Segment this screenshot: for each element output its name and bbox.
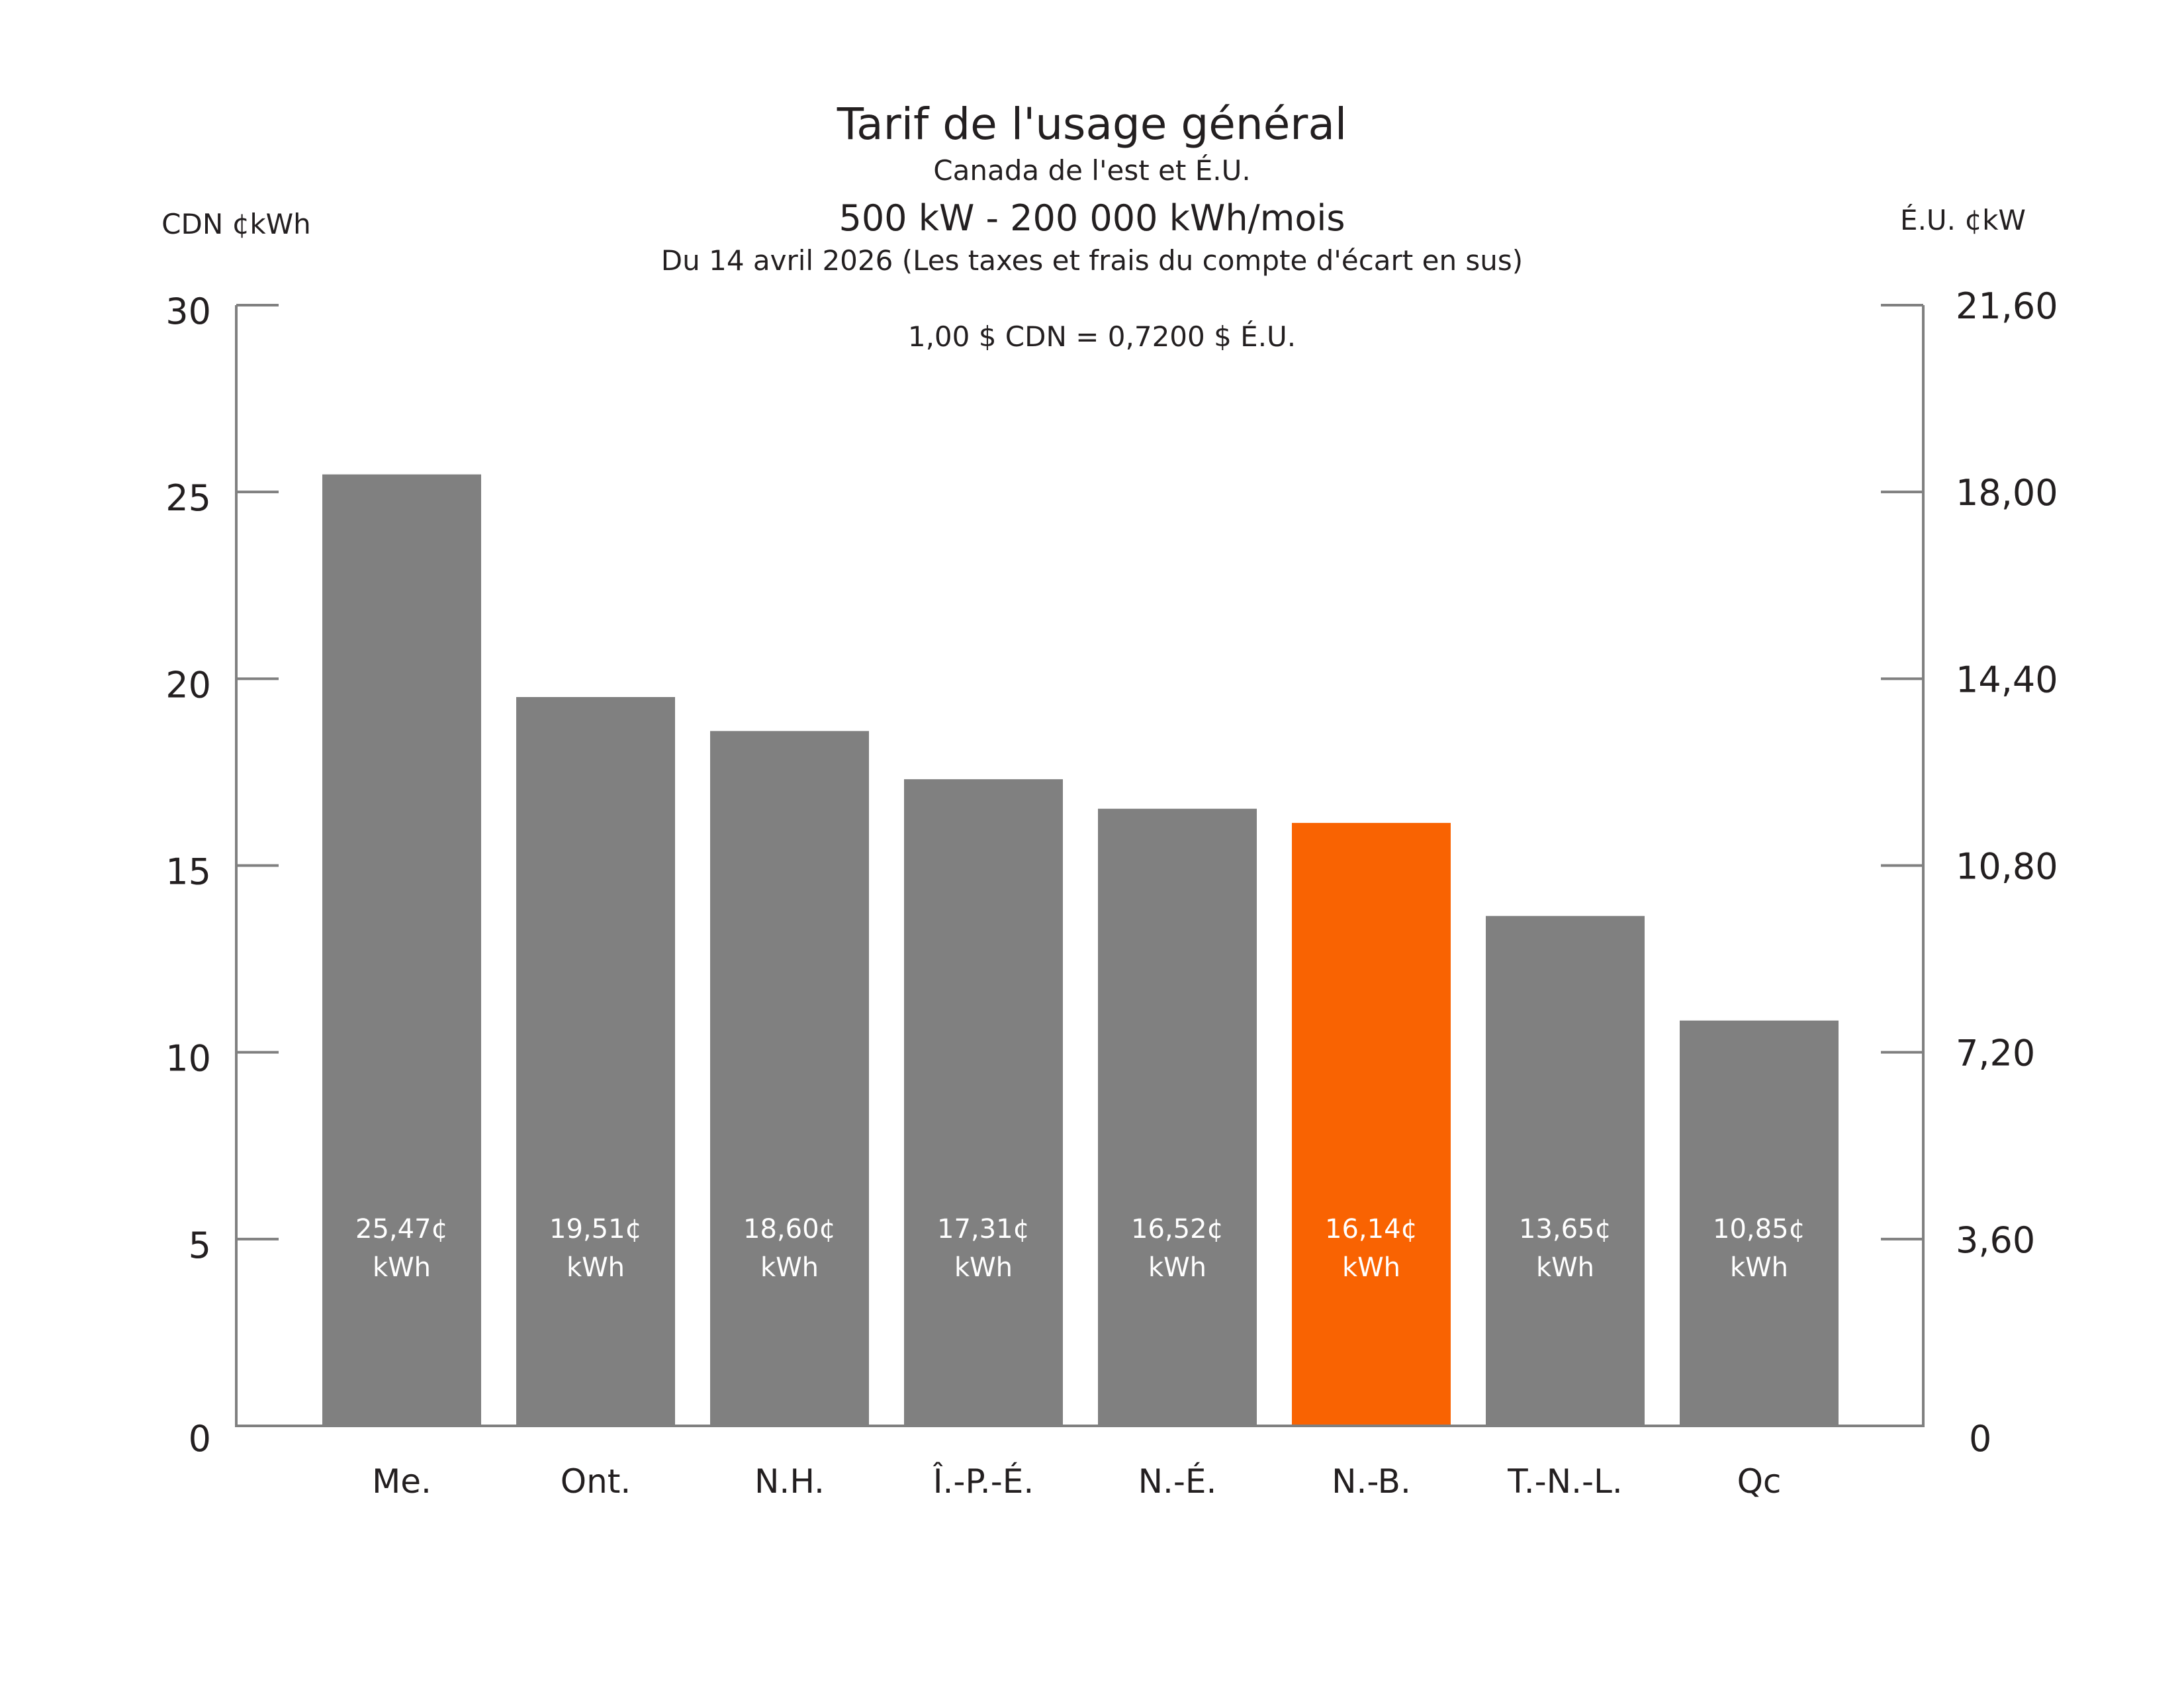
y-axis-title-left: CDN ¢kWh — [161, 208, 311, 240]
y-tick-label-left: 0 — [189, 1418, 211, 1460]
y-tick-label-right: 21,60 — [1956, 285, 2058, 327]
y-tick-label-left: 20 — [165, 664, 211, 706]
x-tick-label: T.-N.-L. — [1507, 1462, 1623, 1501]
chart-title: Tarif de l'usage général — [837, 99, 1347, 150]
x-tick-label: Qc — [1737, 1462, 1782, 1501]
chart-subtitle: Canada de l'est et É.U. — [933, 154, 1250, 187]
y-tick-label-right: 3,60 — [1956, 1219, 2035, 1261]
y-tick-label-right: 10,80 — [1956, 846, 2058, 888]
bar-value-label: 16,14¢ — [1325, 1214, 1418, 1244]
bar-value-label: 10,85¢ — [1713, 1214, 1805, 1244]
y-tick-label-left: 25 — [165, 477, 211, 519]
y-axis-title-right: É.U. ¢kW — [1900, 203, 2026, 236]
y-tick-label-left: 30 — [165, 291, 211, 332]
chart-subtitle-3: Du 14 avril 2026 (Les taxes et frais du … — [661, 244, 1523, 277]
bar-unit-label: kWh — [373, 1252, 431, 1283]
axis-frame — [235, 305, 1925, 1427]
bar-5 — [1098, 808, 1257, 1426]
bar-unit-label: kWh — [1342, 1252, 1400, 1283]
bar-7 — [1486, 915, 1645, 1426]
bar-unit-label: kWh — [1148, 1252, 1206, 1283]
y-tick-label-right: 0 — [1969, 1418, 1991, 1460]
bar-6 — [1292, 823, 1451, 1426]
y-tick-label-left: 5 — [189, 1225, 211, 1266]
y-tick-label-left: 15 — [165, 851, 211, 893]
y-tick-label-right: 18,00 — [1956, 472, 2058, 514]
y-tick-label-right: 14,40 — [1956, 659, 2058, 700]
bar-value-label: 17,31¢ — [937, 1214, 1030, 1244]
x-tick-label: Me. — [372, 1462, 432, 1501]
bar-value-label: 13,65¢ — [1519, 1214, 1612, 1244]
x-tick-label: Ont. — [561, 1462, 631, 1501]
x-tick-label: N.-B. — [1332, 1462, 1411, 1501]
bar-8 — [1680, 1020, 1839, 1426]
bar-unit-label: kWh — [760, 1252, 819, 1283]
bar-unit-label: kWh — [954, 1252, 1013, 1283]
bar-value-label: 18,60¢ — [743, 1214, 836, 1244]
bar-unit-label: kWh — [1536, 1252, 1594, 1283]
bar-unit-label: kWh — [567, 1252, 625, 1283]
x-tick-label: N.-É. — [1138, 1462, 1217, 1501]
bar-value-label: 19,51¢ — [549, 1214, 642, 1244]
y-tick-label-left: 10 — [165, 1038, 211, 1080]
y-tick-label-right: 7,20 — [1956, 1033, 2035, 1074]
exchange-rate-annotation: 1,00 $ CDN = 0,7200 $ É.U. — [908, 320, 1296, 353]
chart-subtitle-2: 500 kW - 200 000 kWh/mois — [839, 197, 1345, 239]
x-tick-label: N.H. — [754, 1462, 825, 1501]
bar-3 — [710, 731, 869, 1426]
bar-4 — [904, 779, 1063, 1426]
x-tick-label: Î.-P.-É. — [933, 1462, 1034, 1501]
bar-value-label: 25,47¢ — [355, 1214, 448, 1244]
bar-2 — [516, 696, 675, 1426]
bar-value-label: 16,52¢ — [1131, 1214, 1224, 1244]
bar-unit-label: kWh — [1730, 1252, 1788, 1283]
bar-1 — [322, 474, 481, 1426]
